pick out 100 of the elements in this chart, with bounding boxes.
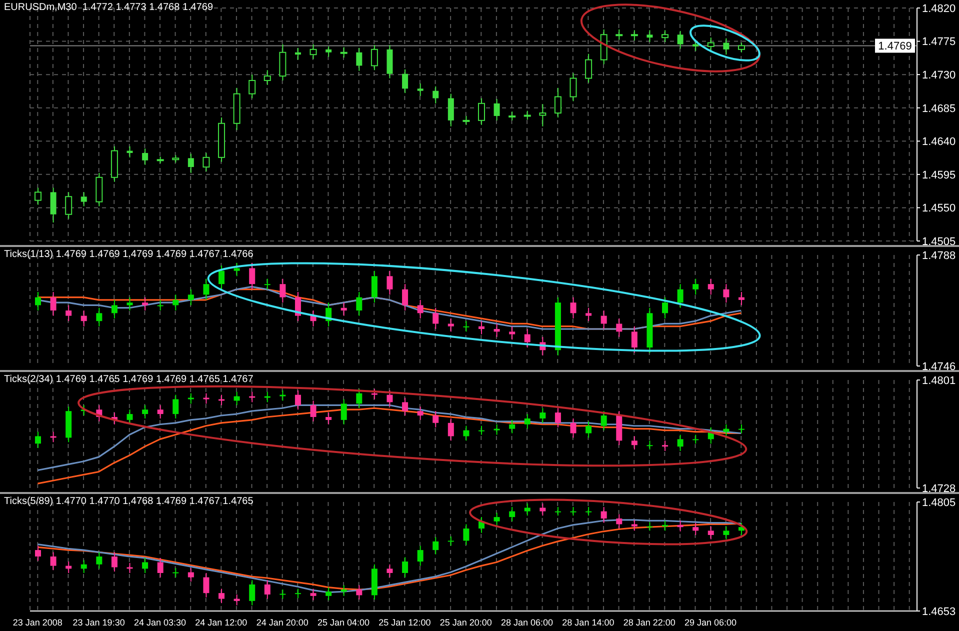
candlestick [280,278,286,304]
candlestick [66,304,72,322]
candlestick [310,400,316,422]
candlestick [249,262,256,290]
candlestick [402,284,408,311]
candlestick [509,326,516,340]
x-tick-label: 25 Jan 04:00 [317,617,370,628]
candlestick [157,299,164,311]
candlestick [218,394,225,406]
y-tick-label: 1.4728 [922,482,956,495]
chart-title: Ticks(1/13) 1.4769 1.4769 1.4769 1.4769 1.4767 1.4766 [4,249,254,260]
candlestick [142,148,148,166]
candlestick [264,391,270,403]
candlestick [448,536,454,546]
candlestick [586,420,592,438]
candlestick [585,53,592,84]
candlestick [723,38,730,56]
candlestick [126,409,133,425]
candlestick [432,86,439,104]
candlestick [202,152,210,172]
candlestick [600,410,607,431]
candlestick [326,412,332,425]
candlestick [50,431,56,443]
candlestick [96,552,102,570]
candlestick [432,536,439,555]
candlestick [692,522,699,536]
candlestick [35,545,41,562]
candlestick [692,278,699,296]
candlestick [172,394,179,419]
candlestick [570,72,577,102]
candlestick [218,588,225,604]
candlestick [570,296,576,319]
candlestick [616,514,622,530]
candlestick [294,390,301,410]
candlestick [448,93,454,127]
y-tick-label: 1.4788 [922,250,956,262]
candlestick [279,44,286,81]
candlestick [264,278,270,290]
candlestick [448,418,454,442]
y-tick-label: 1.4595 [922,169,956,182]
chart-title: EURUSDm,M30 1.4772 1.4773 1.4768 1.4769 [4,2,214,13]
candlestick [142,557,148,574]
candlestick [708,526,714,540]
candlestick [280,390,286,402]
ref-line-label: 1.4769 [878,40,912,53]
candlestick [586,307,592,322]
candlestick [402,397,408,416]
x-tick-label: 24 Jan 20:00 [256,617,308,628]
candlestick [723,424,730,437]
candlestick [340,584,347,596]
candlestick [157,404,164,419]
candlestick [677,520,684,532]
candlestick [494,323,500,338]
candlestick [677,30,684,50]
y-tick-label: 1.4653 [922,606,956,618]
candlestick [111,299,118,319]
candlestick [600,310,607,330]
candlestick [463,524,470,546]
candlestick [417,82,424,97]
candlestick [509,419,516,434]
y-tick-label: 1.4730 [922,69,956,82]
candlestick [294,588,301,599]
candlestick [524,328,530,348]
candlestick [34,187,42,206]
candlestick [631,326,638,354]
candlestick [310,44,317,60]
candlestick [356,292,362,316]
candlestick [463,425,470,442]
candlestick [662,30,669,43]
candlestick [50,292,56,316]
chart-title: Ticks(5/89) 1.4770 1.4770 1.4768 1.4769 1.4767 1.4765 [4,496,254,507]
x-tick-label: 28 Jan 06:00 [501,617,554,628]
candlestick [616,318,622,338]
candlestick [631,519,638,532]
candlestick [264,70,271,86]
y-tick-label: 1.4550 [922,202,956,215]
candlestick [80,310,87,327]
candlestick [662,440,668,452]
candlestick [540,408,546,424]
y-tick-label: 1.4640 [922,136,956,148]
candlestick [50,552,56,571]
candlestick [386,270,393,296]
y-tick-label: 1.4505 [922,236,956,248]
candlestick [340,302,347,316]
x-tick-label: 24 Jan 12:00 [195,617,248,628]
candlestick [509,506,516,522]
candlestick [677,434,684,452]
candlestick [432,307,439,330]
candlestick [172,294,179,311]
y-tick-label: 1.4820 [922,2,956,15]
candlestick [80,192,87,207]
candlestick [630,30,638,42]
chart-title: Ticks(2/34) 1.4769 1.4765 1.4769 1.4769 1.4765 1.4767 [4,374,254,385]
candlestick [356,47,362,72]
candlestick [96,307,102,327]
candlestick [326,46,332,58]
candlestick [646,30,653,43]
candlestick [340,398,347,425]
x-tick-label: 24 Jan 03:30 [134,617,186,628]
candlestick [662,520,668,532]
